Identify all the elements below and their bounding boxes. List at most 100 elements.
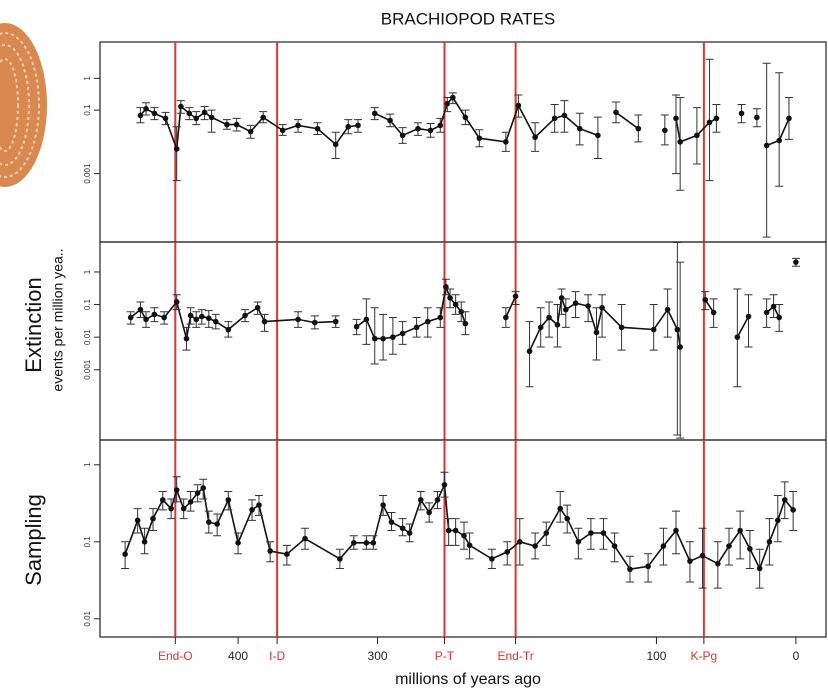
data-point [790,507,796,513]
data-point [351,540,357,546]
y-axis-label: Extinction [21,277,46,372]
data-point [214,521,220,527]
data-point [551,115,558,122]
data-point [677,139,683,145]
data-point [786,115,792,122]
event-label: End-O [158,649,193,663]
data-point [674,326,681,333]
data-point [462,320,469,327]
data-point [426,509,432,516]
data-point [673,115,679,122]
y-tick-label: 0.1 [83,298,92,310]
data-point [706,119,713,126]
data-point [747,546,753,552]
data-point [302,535,308,542]
data-point [710,309,717,316]
data-point [180,505,187,512]
y-tick-label: 1 [83,76,92,81]
data-point [756,565,763,572]
data-point [261,318,268,325]
data-point [193,115,200,122]
data-point [193,316,200,323]
error-bar [676,261,685,439]
error-bar [598,294,607,338]
series-line [131,262,796,351]
y-tick-label: 0.001 [83,359,92,380]
data-point [199,313,205,320]
data-point [194,490,201,496]
data-point [564,515,571,522]
data-point [127,314,134,321]
data-point [353,323,360,330]
data-point [143,316,149,323]
error-bar [671,94,680,175]
data-point [699,552,706,559]
data-point [284,551,290,558]
data-point [532,543,538,549]
data-point [635,125,642,132]
data-point [776,314,782,321]
data-point [662,127,668,134]
data-point [427,127,434,134]
data-point [461,532,467,539]
data-point [713,115,720,122]
data-point [563,306,569,313]
data-point [388,519,395,525]
data-point [424,318,431,325]
data-point [205,315,212,322]
data-point [380,335,386,342]
data-point [546,314,552,321]
data-point [664,306,671,313]
data-point [452,527,459,534]
data-point [593,329,600,336]
y-tick-label: 1 [83,462,92,467]
error-bar [557,288,566,315]
data-point [444,100,451,107]
data-point [452,301,459,308]
panel-frame [99,241,827,441]
data-point [526,348,533,355]
data-point [137,112,144,119]
data-point [208,114,215,121]
data-point [793,259,799,265]
data-point [235,540,241,546]
data-point [187,499,194,505]
data-point [249,507,255,513]
data-point [694,132,700,139]
event-label: K-Pg [691,649,718,663]
data-point [687,558,693,564]
x-tick-label: 0 [793,649,800,663]
data-point [770,303,777,310]
data-point [737,527,743,534]
y-axis-label: Sampling [21,494,46,586]
data-point [314,125,321,132]
data-point [576,125,583,132]
data-point [575,538,582,545]
data-point [445,527,452,534]
data-point [766,538,773,545]
data-point [763,309,770,316]
data-point [512,293,519,300]
data-point [476,135,483,142]
y-tick-label: 1 [83,269,92,274]
data-point [738,110,745,117]
data-point [122,551,128,558]
data-point [371,110,378,117]
data-point [447,295,453,301]
data-point [543,530,550,536]
y-tick-label: 0.01 [83,329,92,345]
data-point [161,314,167,321]
data-point [387,117,393,124]
data-point [247,128,254,135]
data-point [702,296,709,303]
data-point [406,530,413,536]
data-point [279,127,286,134]
data-point [150,515,156,522]
shell-illustration [0,23,47,187]
panel-frame [99,41,827,243]
data-point [734,334,741,340]
data-point [178,103,184,110]
data-point [355,122,361,129]
data-point [225,497,232,503]
